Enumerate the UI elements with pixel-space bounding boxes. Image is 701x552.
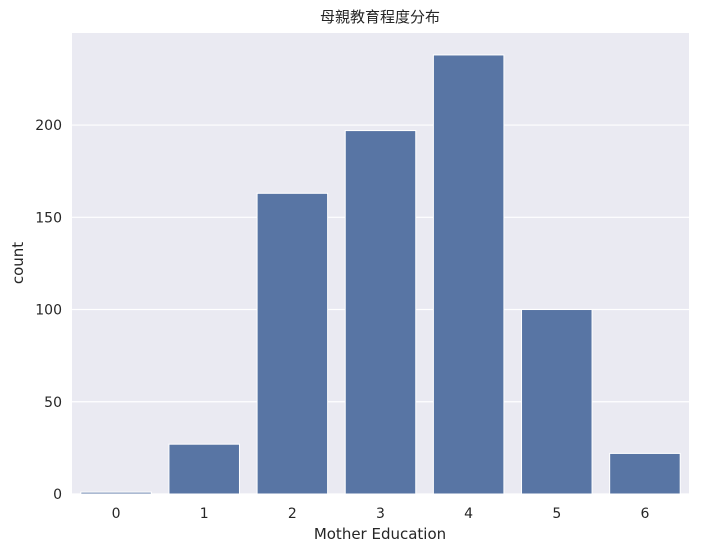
chart-title: 母親教育程度分布 — [320, 8, 440, 26]
bar-3 — [344, 130, 417, 495]
y-tick-label: 150 — [35, 210, 62, 226]
x-tick-label: 5 — [552, 506, 561, 522]
x-tick-label: 1 — [200, 506, 209, 522]
y-axis-label: count — [9, 242, 27, 284]
bar-4 — [432, 54, 505, 495]
bar-6 — [609, 452, 681, 495]
x-tick-label: 3 — [376, 506, 385, 522]
x-tick-labels: 0 1 2 3 4 5 6 — [112, 506, 650, 522]
y-tick-label: 100 — [35, 303, 62, 319]
bar-5 — [521, 309, 593, 495]
bar-2 — [256, 192, 329, 495]
x-tick-label: 2 — [288, 506, 297, 522]
y-tick-labels: 0 50 100 150 200 — [35, 118, 62, 503]
y-tick-label: 0 — [53, 487, 62, 503]
x-tick-label: 0 — [112, 506, 121, 522]
bars — [80, 54, 681, 495]
x-tick-label: 6 — [640, 506, 649, 522]
bar-1 — [168, 443, 240, 495]
x-axis-label: Mother Education — [314, 525, 446, 543]
y-tick-label: 200 — [35, 118, 62, 134]
x-tick-label: 4 — [464, 506, 473, 522]
y-tick-label: 50 — [44, 395, 62, 411]
bar-0 — [80, 491, 152, 495]
